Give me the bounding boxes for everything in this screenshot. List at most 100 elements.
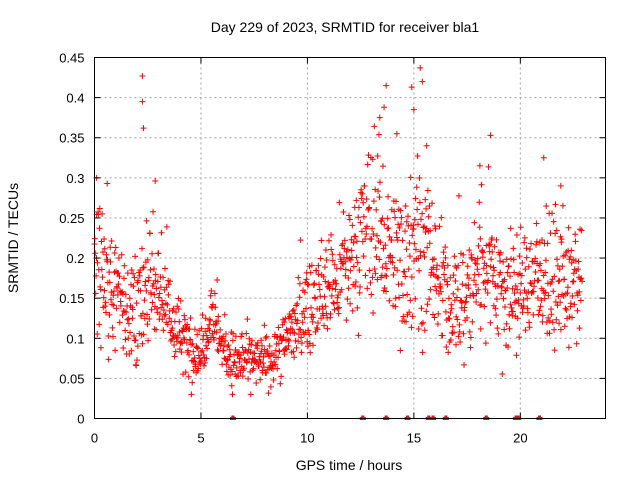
data-point <box>490 272 497 279</box>
data-point <box>358 186 365 193</box>
data-point <box>420 249 427 256</box>
data-point <box>495 330 502 337</box>
data-point <box>501 276 508 283</box>
data-point <box>94 259 101 266</box>
data-point <box>191 326 198 333</box>
data-point <box>339 242 346 249</box>
data-point <box>108 237 115 244</box>
data-point <box>569 314 576 321</box>
data-point <box>533 220 540 227</box>
data-point <box>320 312 327 319</box>
data-point <box>434 262 441 269</box>
data-point <box>550 288 557 295</box>
data-point <box>228 382 235 389</box>
data-point <box>379 215 386 222</box>
data-point <box>335 304 342 311</box>
data-point <box>343 317 350 324</box>
peak-data-point <box>476 162 483 169</box>
data-point <box>272 361 279 368</box>
data-point <box>244 349 251 356</box>
data-point <box>183 339 190 346</box>
peak-data-point <box>393 130 400 137</box>
data-point <box>426 203 433 210</box>
data-point <box>413 184 420 191</box>
data-point <box>450 329 457 336</box>
data-point <box>414 153 421 160</box>
data-point <box>444 278 451 285</box>
data-point <box>347 300 354 307</box>
data-point <box>348 236 355 243</box>
data-point <box>403 246 410 253</box>
data-point <box>292 337 299 344</box>
data-point <box>452 278 459 285</box>
data-point <box>562 305 569 312</box>
data-point <box>427 227 434 234</box>
data-point <box>396 224 403 231</box>
data-point <box>409 313 416 320</box>
data-point <box>259 342 266 349</box>
data-point <box>315 262 322 269</box>
data-point <box>562 252 569 259</box>
data-point <box>97 286 104 293</box>
data-point <box>577 297 584 304</box>
data-point <box>117 302 124 309</box>
data-point <box>139 340 146 347</box>
data-point <box>336 251 343 258</box>
data-point <box>307 269 314 276</box>
data-point <box>328 292 335 299</box>
data-point <box>473 290 480 297</box>
data-point <box>376 194 383 201</box>
data-point <box>478 181 485 188</box>
data-point <box>459 281 466 288</box>
data-point <box>531 283 538 290</box>
data-point <box>293 320 300 327</box>
data-point <box>385 193 392 200</box>
data-point <box>124 270 131 277</box>
data-point <box>347 267 354 274</box>
data-point <box>164 301 171 308</box>
data-point <box>424 301 431 308</box>
data-point <box>367 279 374 286</box>
data-point <box>556 266 563 273</box>
data-point <box>204 345 211 352</box>
data-point <box>453 313 460 320</box>
data-point <box>398 281 405 288</box>
x-tick-label: 10 <box>300 431 314 446</box>
data-point <box>521 239 528 246</box>
data-point <box>313 267 320 274</box>
data-point <box>406 309 413 316</box>
data-point <box>309 318 316 325</box>
data-point <box>126 295 133 302</box>
data-point <box>363 196 370 203</box>
data-point <box>296 280 303 287</box>
data-point <box>551 347 558 354</box>
data-point <box>417 252 424 259</box>
data-point <box>162 265 169 272</box>
data-point <box>181 336 188 343</box>
peak-data-point <box>487 132 494 139</box>
data-point <box>494 325 501 332</box>
data-point <box>173 338 180 345</box>
data-point <box>222 330 229 337</box>
data-point <box>245 375 252 382</box>
data-point <box>188 341 195 348</box>
y-tick-label: 0 <box>77 412 84 427</box>
data-point <box>250 365 257 372</box>
data-point <box>296 294 303 301</box>
data-point <box>456 321 463 328</box>
data-point <box>478 301 485 308</box>
data-point <box>230 330 237 337</box>
data-point <box>383 288 390 295</box>
data-point <box>132 253 139 260</box>
data-point <box>368 236 375 243</box>
data-point <box>120 345 127 352</box>
data-point <box>169 336 176 343</box>
data-point <box>408 273 415 280</box>
data-point <box>407 297 414 304</box>
data-point <box>429 311 436 318</box>
data-point <box>487 241 494 248</box>
data-point <box>522 266 529 273</box>
data-point <box>345 274 352 281</box>
data-point <box>552 230 559 237</box>
data-point <box>301 314 308 321</box>
